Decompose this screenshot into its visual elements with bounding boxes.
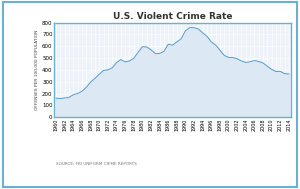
- Title: U.S. Violent Crime Rate: U.S. Violent Crime Rate: [113, 12, 232, 21]
- Text: SOURCE: FBI UNIFORM CRIME REPORTS: SOURCE: FBI UNIFORM CRIME REPORTS: [56, 162, 137, 166]
- Y-axis label: OFFENSES PER 100,000 POPULATION: OFFENSES PER 100,000 POPULATION: [35, 30, 39, 110]
